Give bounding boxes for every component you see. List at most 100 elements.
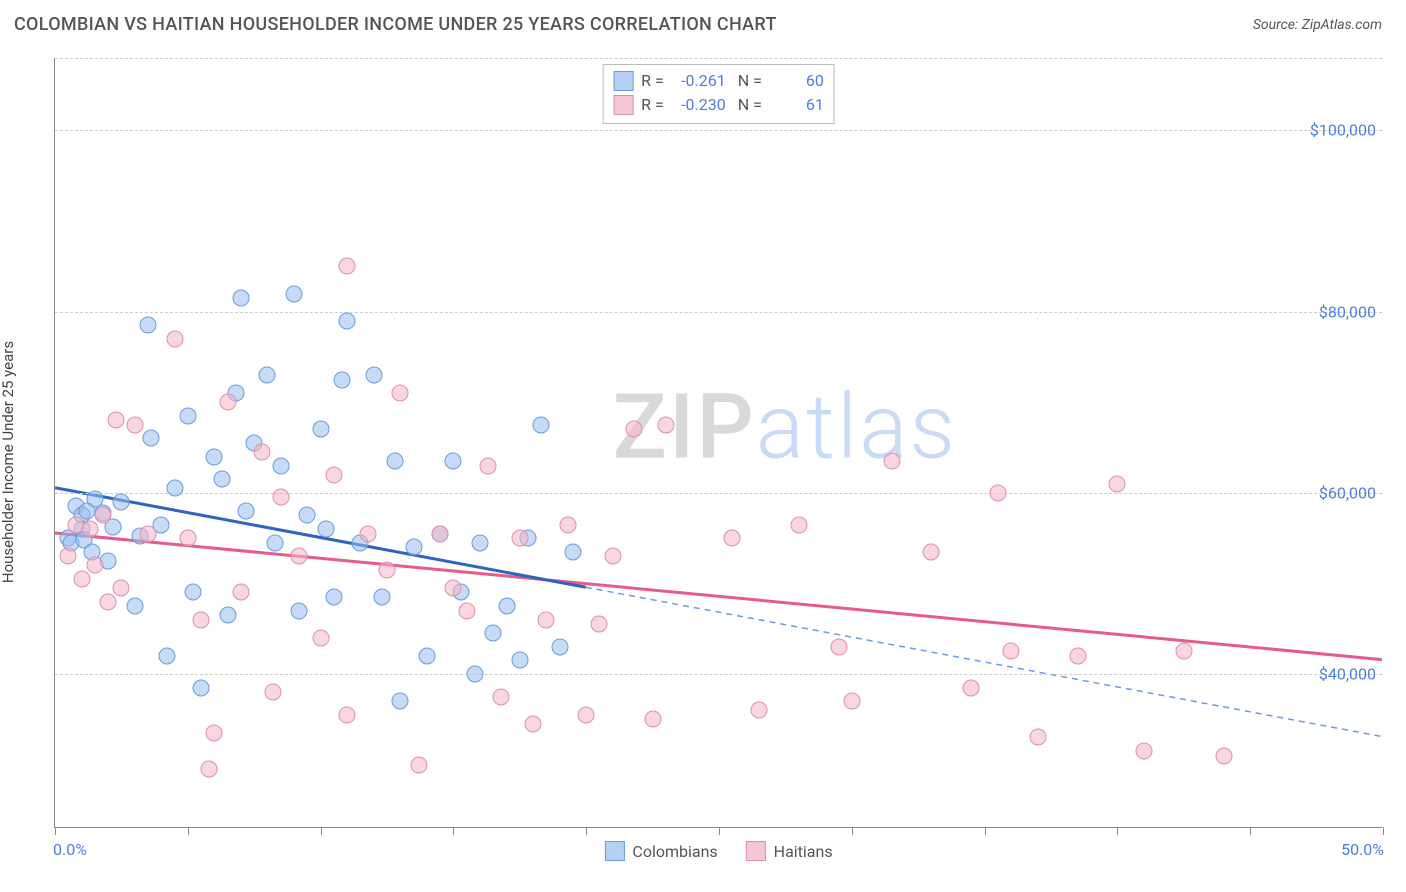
data-point-haitians <box>923 543 940 560</box>
r-value-haitians: -0.230 <box>672 93 726 117</box>
data-point-haitians <box>830 638 847 655</box>
y-tick-label: $100,000 <box>1310 121 1376 140</box>
swatch-haitians <box>613 95 633 115</box>
gridline <box>55 493 1382 494</box>
x-tick <box>188 827 189 835</box>
stats-row-haitians: R = -0.230 N = 61 <box>613 93 824 117</box>
data-point-haitians <box>458 602 475 619</box>
legend-item-colombians: Colombians <box>604 841 717 861</box>
chart-header: COLOMBIAN VS HAITIAN HOUSEHOLDER INCOME … <box>0 0 1406 43</box>
data-point-haitians <box>179 530 196 547</box>
n-value-colombians: 60 <box>770 69 824 93</box>
x-tick <box>719 827 720 835</box>
data-point-haitians <box>339 706 356 723</box>
data-point-haitians <box>1215 747 1232 764</box>
stats-row-colombians: R = -0.261 N = 60 <box>613 69 824 93</box>
data-point-colombians <box>232 290 249 307</box>
data-point-haitians <box>86 557 103 574</box>
data-point-haitians <box>790 516 807 533</box>
data-point-colombians <box>126 598 143 615</box>
data-point-haitians <box>525 715 542 732</box>
data-point-colombians <box>333 371 350 388</box>
data-point-colombians <box>139 317 156 334</box>
data-point-haitians <box>232 584 249 601</box>
legend-swatch-colombians <box>604 841 624 861</box>
n-value-haitians: 61 <box>770 93 824 117</box>
data-point-colombians <box>214 471 231 488</box>
data-point-haitians <box>1175 643 1192 660</box>
data-point-haitians <box>139 525 156 542</box>
data-point-colombians <box>533 416 550 433</box>
data-point-haitians <box>989 484 1006 501</box>
chart-container: Householder Income Under 25 years ZIPatl… <box>14 48 1394 876</box>
data-point-colombians <box>272 457 289 474</box>
x-tick <box>321 827 322 835</box>
data-point-colombians <box>113 493 130 510</box>
data-point-haitians <box>511 530 528 547</box>
data-point-colombians <box>511 652 528 669</box>
x-tick <box>453 827 454 835</box>
data-point-haitians <box>272 489 289 506</box>
data-point-colombians <box>238 502 255 519</box>
data-point-colombians <box>299 507 316 524</box>
data-point-haitians <box>657 416 674 433</box>
x-tick <box>586 827 587 835</box>
x-tick <box>985 827 986 835</box>
data-point-haitians <box>201 761 218 778</box>
data-point-haitians <box>291 548 308 565</box>
data-point-colombians <box>466 666 483 683</box>
plot-area: ZIPatlas R = -0.261 N = 60 R = -0.230 N … <box>54 58 1382 828</box>
data-point-haitians <box>108 412 125 429</box>
data-point-colombians <box>405 539 422 556</box>
data-point-haitians <box>73 570 90 587</box>
data-point-haitians <box>166 330 183 347</box>
data-point-haitians <box>1069 647 1086 664</box>
data-point-colombians <box>206 448 223 465</box>
data-point-colombians <box>564 543 581 560</box>
data-point-haitians <box>1109 475 1126 492</box>
data-point-haitians <box>479 457 496 474</box>
bottom-legend: Colombians Haitians <box>604 841 832 861</box>
data-point-haitians <box>312 629 329 646</box>
legend-swatch-haitians <box>746 841 766 861</box>
data-point-haitians <box>100 593 117 610</box>
data-point-colombians <box>179 407 196 424</box>
gridline <box>55 674 1382 675</box>
data-point-colombians <box>185 584 202 601</box>
data-point-haitians <box>94 507 111 524</box>
data-point-haitians <box>339 258 356 275</box>
data-point-haitians <box>392 385 409 402</box>
data-point-haitians <box>379 561 396 578</box>
data-point-colombians <box>498 598 515 615</box>
data-point-colombians <box>142 430 159 447</box>
data-point-haitians <box>493 688 510 705</box>
data-point-colombians <box>317 521 334 538</box>
y-tick-label: $40,000 <box>1319 665 1376 684</box>
data-point-colombians <box>193 679 210 696</box>
data-point-haitians <box>750 702 767 719</box>
data-point-haitians <box>219 394 236 411</box>
data-point-haitians <box>325 466 342 483</box>
data-point-colombians <box>392 693 409 710</box>
data-point-colombians <box>551 638 568 655</box>
data-point-haitians <box>604 548 621 565</box>
data-point-haitians <box>1135 743 1152 760</box>
data-point-colombians <box>286 285 303 302</box>
legend-label-haitians: Haitians <box>774 842 833 861</box>
data-point-haitians <box>578 706 595 723</box>
x-axis-min-label: 0.0% <box>53 840 87 859</box>
data-point-colombians <box>339 312 356 329</box>
data-point-haitians <box>591 616 608 633</box>
chart-title: COLOMBIAN VS HAITIAN HOUSEHOLDER INCOME … <box>14 14 777 35</box>
data-point-colombians <box>291 602 308 619</box>
data-point-haitians <box>206 724 223 741</box>
data-point-haitians <box>60 548 77 565</box>
data-point-colombians <box>325 589 342 606</box>
data-point-haitians <box>963 679 980 696</box>
data-point-haitians <box>538 611 555 628</box>
y-axis-label: Householder Income Under 25 years <box>0 341 17 583</box>
swatch-colombians <box>613 71 633 91</box>
data-point-haitians <box>1003 643 1020 660</box>
data-point-colombians <box>259 367 276 384</box>
data-point-haitians <box>432 525 449 542</box>
